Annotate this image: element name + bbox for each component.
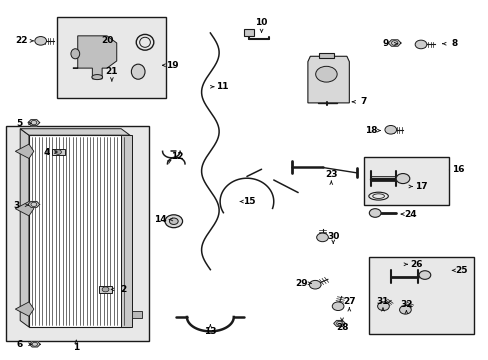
Text: 23: 23: [325, 170, 337, 179]
Text: 18: 18: [364, 126, 377, 135]
Circle shape: [55, 150, 61, 154]
Polygon shape: [20, 129, 130, 135]
Text: 28: 28: [335, 323, 347, 332]
Text: 15: 15: [243, 197, 255, 206]
Circle shape: [336, 321, 342, 325]
Bar: [52, 149, 64, 155]
Text: 32: 32: [399, 300, 412, 309]
Circle shape: [368, 209, 380, 217]
Polygon shape: [29, 342, 40, 347]
Circle shape: [377, 302, 388, 311]
Polygon shape: [15, 202, 34, 216]
Bar: [368, 257, 473, 334]
Ellipse shape: [92, 75, 102, 80]
Bar: [57, 17, 166, 98]
Bar: [5, 126, 149, 341]
Text: 16: 16: [451, 166, 464, 175]
Polygon shape: [333, 320, 345, 327]
Text: 19: 19: [166, 61, 178, 70]
Bar: [363, 157, 448, 205]
Circle shape: [395, 174, 409, 184]
Circle shape: [391, 41, 397, 45]
Polygon shape: [28, 201, 40, 207]
Text: 4: 4: [44, 148, 50, 157]
Text: 7: 7: [360, 97, 366, 106]
Polygon shape: [387, 40, 400, 46]
Circle shape: [32, 342, 38, 346]
Text: 13: 13: [203, 327, 216, 336]
Circle shape: [331, 302, 343, 311]
Circle shape: [414, 40, 426, 49]
Text: 1: 1: [73, 343, 79, 352]
Text: 21: 21: [105, 67, 118, 76]
Polygon shape: [28, 120, 40, 126]
Circle shape: [31, 121, 37, 125]
Text: 27: 27: [342, 297, 355, 306]
Text: 31: 31: [376, 297, 388, 306]
Circle shape: [309, 280, 321, 289]
Circle shape: [35, 37, 46, 45]
Polygon shape: [20, 129, 29, 327]
Ellipse shape: [71, 49, 80, 59]
Circle shape: [399, 306, 410, 314]
Bar: [29, 135, 130, 327]
Text: 5: 5: [16, 119, 22, 128]
Text: 2: 2: [120, 285, 126, 294]
Bar: [244, 30, 254, 36]
Circle shape: [31, 202, 37, 207]
Circle shape: [102, 287, 109, 292]
Polygon shape: [307, 56, 348, 103]
Circle shape: [169, 218, 178, 225]
Text: 24: 24: [403, 210, 416, 219]
Text: 20: 20: [101, 36, 113, 45]
Bar: [318, 53, 333, 58]
Text: 6: 6: [16, 340, 22, 349]
Polygon shape: [73, 36, 117, 79]
Circle shape: [164, 215, 182, 228]
Circle shape: [384, 126, 396, 134]
Text: 3: 3: [14, 201, 20, 210]
Ellipse shape: [131, 64, 145, 79]
Text: 14: 14: [154, 215, 166, 224]
Polygon shape: [15, 302, 34, 316]
Text: 25: 25: [454, 266, 467, 275]
Polygon shape: [15, 144, 34, 158]
Bar: [99, 286, 112, 293]
Text: 12: 12: [171, 152, 183, 161]
Polygon shape: [132, 311, 142, 318]
Text: 22: 22: [15, 36, 27, 45]
Text: 26: 26: [409, 260, 422, 269]
Bar: [121, 135, 132, 327]
Text: 30: 30: [326, 232, 339, 241]
Circle shape: [315, 66, 336, 82]
Text: 10: 10: [255, 18, 267, 27]
Text: 8: 8: [450, 39, 456, 48]
Text: 29: 29: [295, 279, 308, 288]
Circle shape: [316, 233, 328, 242]
Circle shape: [418, 271, 430, 279]
Text: 11: 11: [216, 82, 228, 91]
Text: 9: 9: [382, 39, 388, 48]
Text: 17: 17: [414, 182, 427, 191]
